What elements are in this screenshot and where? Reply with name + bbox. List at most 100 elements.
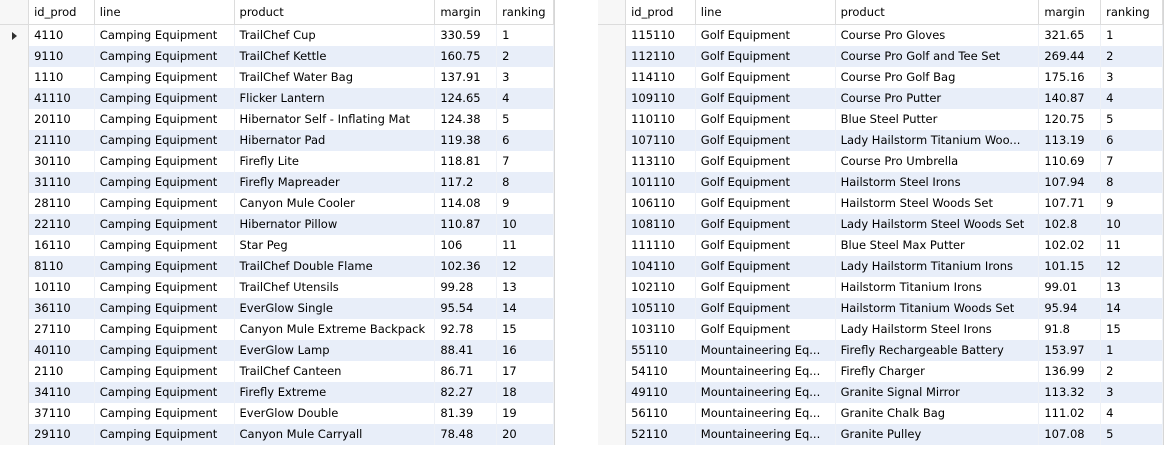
cell-product[interactable]: Firefly Mapreader [234,172,436,193]
cell-product[interactable]: Hailstorm Steel Woods Set [835,193,1040,214]
cell-product[interactable]: Granite Signal Mirror [835,382,1040,403]
cell-margin[interactable]: 92.78 [434,319,498,340]
cell-id-prod[interactable]: 52110 [625,424,696,445]
row-indicator[interactable] [598,214,627,235]
cell-margin[interactable]: 106 [434,235,498,256]
cell-product[interactable]: Firefly Rechargeable Battery [835,340,1040,361]
column-header-line[interactable]: line [695,0,836,25]
cell-margin[interactable]: 160.75 [434,46,498,67]
table-row[interactable]: 55110 Mountaineering Eq... Firefly Recharg… [598,340,1163,361]
column-header-line[interactable]: line [94,0,235,25]
cell-line[interactable]: Golf Equipment [695,172,836,193]
cell-id-prod[interactable]: 2110 [28,361,95,382]
cell-ranking[interactable]: 2 [1100,46,1163,67]
cell-line[interactable]: Camping Equipment [94,214,235,235]
cell-id-prod[interactable]: 111110 [625,235,696,256]
row-indicator[interactable] [598,256,627,277]
column-header-margin[interactable]: margin [1038,0,1102,25]
row-indicator[interactable] [0,214,30,235]
table-row[interactable]: 111110 Golf Equipment Blue Steel Max Putte… [598,235,1163,256]
cell-product[interactable]: Firefly Charger [835,361,1040,382]
cell-line[interactable]: Golf Equipment [695,24,836,46]
table-row[interactable]: 28110 Camping Equipment Canyon Mule Cooler… [0,193,554,214]
table-row[interactable]: 40110 Camping Equipment EverGlow Lamp 88.41… [0,340,554,361]
cell-product[interactable]: TrailChef Kettle [234,46,436,67]
cell-margin[interactable]: 321.65 [1038,24,1102,46]
cell-id-prod[interactable]: 49110 [625,382,696,403]
cell-line[interactable]: Golf Equipment [695,256,836,277]
row-indicator[interactable] [598,277,627,298]
cell-product[interactable]: EverGlow Lamp [234,340,436,361]
cell-margin[interactable]: 102.02 [1038,235,1102,256]
cell-ranking[interactable]: 1 [1100,24,1163,46]
cell-id-prod[interactable]: 115110 [625,24,696,46]
cell-ranking[interactable]: 2 [496,46,554,67]
cell-product[interactable]: Blue Steel Putter [835,109,1040,130]
cell-margin[interactable]: 124.38 [434,109,498,130]
table-row[interactable]: 22110 Camping Equipment Hibernator Pillow 1… [0,214,554,235]
cell-ranking[interactable]: 6 [496,130,554,151]
row-indicator[interactable] [0,382,30,403]
row-indicator[interactable] [598,235,627,256]
table-row[interactable]: 113110 Golf Equipment Course Pro Umbrella 1… [598,151,1163,172]
cell-margin[interactable]: 107.08 [1038,424,1102,445]
cell-id-prod[interactable]: 30110 [28,151,95,172]
cell-ranking[interactable]: 5 [496,109,554,130]
cell-ranking[interactable]: 17 [496,361,554,382]
table-row[interactable]: 52110 Mountaineering Eq... Granite Pulley 1… [598,424,1163,445]
cell-ranking[interactable]: 15 [496,319,554,340]
cell-margin[interactable]: 114.08 [434,193,498,214]
cell-margin[interactable]: 107.71 [1038,193,1102,214]
cell-id-prod[interactable]: 105110 [625,298,696,319]
cell-id-prod[interactable]: 106110 [625,193,696,214]
cell-line[interactable]: Camping Equipment [94,298,235,319]
cell-line[interactable]: Mountaineering Eq... [695,340,836,361]
cell-ranking[interactable]: 4 [1100,403,1163,424]
table-row[interactable]: 4110 Camping Equipment TrailChef Cup 330.59… [0,24,554,46]
cell-id-prod[interactable]: 40110 [28,340,95,361]
cell-product[interactable]: Course Pro Umbrella [835,151,1040,172]
cell-line[interactable]: Camping Equipment [94,88,235,109]
cell-id-prod[interactable]: 114110 [625,67,696,88]
cell-line[interactable]: Camping Equipment [94,193,235,214]
cell-id-prod[interactable]: 109110 [625,88,696,109]
cell-id-prod[interactable]: 104110 [625,256,696,277]
row-indicator[interactable] [0,319,30,340]
cell-id-prod[interactable]: 22110 [28,214,95,235]
row-indicator[interactable] [598,382,627,403]
cell-margin[interactable]: 118.81 [434,151,498,172]
table-row[interactable]: 10110 Camping Equipment TrailChef Utensils… [0,277,554,298]
row-indicator[interactable] [0,403,30,424]
cell-margin[interactable]: 113.32 [1038,382,1102,403]
cell-product[interactable]: Course Pro Golf Bag [835,67,1040,88]
cell-product[interactable]: Canyon Mule Cooler [234,193,436,214]
cell-id-prod[interactable]: 103110 [625,319,696,340]
cell-id-prod[interactable]: 41110 [28,88,95,109]
cell-ranking[interactable]: 11 [496,235,554,256]
cell-product[interactable]: Lady Hailstorm Steel Woods Set [835,214,1040,235]
cell-ranking[interactable]: 2 [1100,361,1163,382]
table-row[interactable]: 107110 Golf Equipment Lady Hailstorm Titan… [598,130,1163,151]
table-row[interactable]: 21110 Camping Equipment Hibernator Pad 119.… [0,130,554,151]
cell-product[interactable]: Hibernator Pad [234,130,436,151]
cell-ranking[interactable]: 16 [496,340,554,361]
cell-line[interactable]: Golf Equipment [695,46,836,67]
cell-line[interactable]: Camping Equipment [94,172,235,193]
row-indicator[interactable] [598,130,627,151]
cell-id-prod[interactable]: 4110 [28,24,95,46]
cell-id-prod[interactable]: 31110 [28,172,95,193]
table-row[interactable]: 27110 Camping Equipment Canyon Mule Extrem… [0,319,554,340]
cell-line[interactable]: Golf Equipment [695,277,836,298]
table-row[interactable]: 110110 Golf Equipment Blue Steel Putter 120… [598,109,1163,130]
cell-ranking[interactable]: 1 [496,24,554,46]
result-grid-left[interactable]: id_prod line product margin ranking 4110… [0,0,555,445]
cell-product[interactable]: TrailChef Cup [234,24,436,46]
cell-line[interactable]: Golf Equipment [695,151,836,172]
cell-ranking[interactable]: 12 [1100,256,1163,277]
row-indicator[interactable] [598,424,627,445]
cell-margin[interactable]: 153.97 [1038,340,1102,361]
cell-margin[interactable]: 91.8 [1038,319,1102,340]
cell-margin[interactable]: 99.28 [434,277,498,298]
row-indicator[interactable] [0,24,30,46]
cell-margin[interactable]: 81.39 [434,403,498,424]
